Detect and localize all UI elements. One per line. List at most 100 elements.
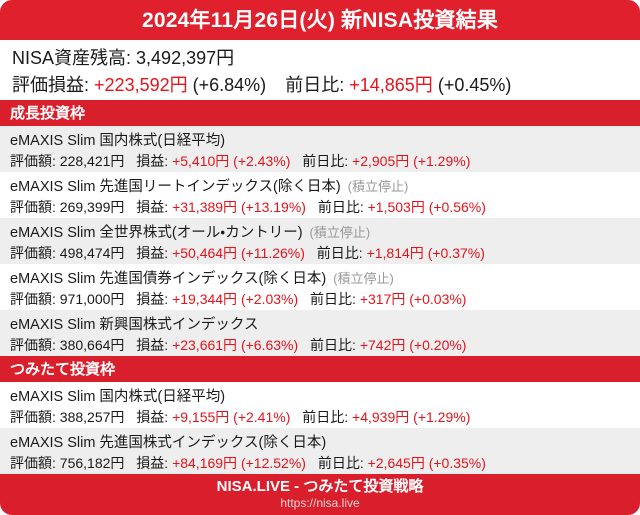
- fund-profit-label: 損益:: [136, 409, 169, 425]
- fund-valuation-label: 評価額:: [10, 245, 56, 261]
- fund-profit-value: +84,169円: [172, 455, 238, 471]
- daily-change-percent: (+0.45%): [437, 75, 512, 95]
- balance-label: NISA資産残高:: [12, 48, 132, 68]
- fund-daily-label: 前日比:: [302, 153, 349, 169]
- fund-daily-label: 前日比:: [317, 455, 364, 471]
- fund-daily-label: 前日比:: [302, 409, 349, 425]
- fund-name-line: eMAXIS Slim 国内株式(日経平均): [10, 387, 630, 407]
- fund-daily-value: +2,905円: [352, 153, 410, 169]
- fund-list: eMAXIS Slim 国内株式(日経平均) 評価額: 228,421円 損益: …: [0, 126, 640, 356]
- section-header: つみたて投資枠: [0, 356, 640, 382]
- balance-line: NISA資産残高: 3,492,397円: [12, 45, 628, 72]
- contribution-paused-badge: (積立停止): [333, 271, 394, 286]
- fund-daily-percent: (+1.29%): [413, 153, 471, 169]
- fund-daily-value: +1,503円: [367, 199, 425, 215]
- contribution-paused-badge: (積立停止): [347, 179, 409, 194]
- report-footer: NISA.LIVE - つみたて投資戦略 https://nisa.live: [0, 474, 640, 515]
- fund-name-line: eMAXIS Slim 先進国債券インデックス(除く日本) (積立停止): [10, 269, 630, 289]
- fund-profit-label: 損益:: [136, 455, 169, 471]
- fund-name-line: eMAXIS Slim 国内株式(日経平均): [10, 131, 630, 151]
- fund-daily-label: 前日比:: [316, 245, 363, 261]
- fund-detail-line: 評価額: 971,000円 損益: +19,344円 (+2.03%) 前日比:…: [10, 289, 630, 309]
- fund-profit-label: 損益:: [136, 153, 169, 169]
- fund-detail-line: 評価額: 228,421円 損益: +5,410円 (+2.43%) 前日比: …: [10, 151, 630, 171]
- fund-profit-percent: (+11.26%): [240, 245, 305, 261]
- fund-daily-label: 前日比:: [310, 337, 356, 353]
- portfolio-summary: NISA資産残高: 3,492,397円 評価損益: +223,592円 (+6…: [0, 40, 640, 100]
- profit-percent: (+6.84%): [192, 75, 267, 95]
- fund-valuation-value: 269,399円: [59, 199, 125, 215]
- fund-name: eMAXIS Slim 国内株式(日経平均): [10, 389, 226, 405]
- fund-daily-label: 前日比:: [317, 199, 364, 215]
- fund-valuation-value: 498,474円: [59, 245, 125, 261]
- fund-valuation-label: 評価額:: [10, 409, 56, 425]
- fund-valuation-value: 756,182円: [59, 455, 125, 471]
- fund-row[interactable]: eMAXIS Slim 先進国債券インデックス(除く日本) (積立停止) 評価額: …: [0, 264, 640, 310]
- fund-profit-value: +23,661円: [172, 337, 238, 353]
- fund-valuation-value: 971,000円: [59, 291, 125, 307]
- fund-profit-percent: (+13.19%): [240, 199, 306, 215]
- fund-name: eMAXIS Slim 先進国株式インデックス(除く日本): [10, 435, 327, 451]
- fund-name-line: eMAXIS Slim 新興国株式インデックス: [10, 315, 630, 335]
- fund-daily-value: +1,814円: [366, 245, 424, 261]
- fund-daily-value: +4,939円: [352, 409, 410, 425]
- profit-label: 評価損益:: [12, 75, 90, 95]
- fund-daily-percent: (+0.20%): [409, 337, 467, 353]
- footer-url: https://nisa.live: [280, 496, 360, 510]
- fund-detail-line: 評価額: 756,182円 損益: +84,169円 (+12.52%) 前日比…: [10, 453, 630, 473]
- fund-detail-line: 評価額: 380,664円 損益: +23,661円 (+6.63%) 前日比:…: [10, 335, 630, 355]
- fund-valuation-label: 評価額:: [10, 337, 56, 353]
- fund-daily-percent: (+0.56%): [428, 199, 486, 215]
- fund-profit-label: 損益:: [136, 337, 169, 353]
- fund-name: eMAXIS Slim 新興国株式インデックス: [10, 317, 259, 333]
- fund-detail-line: 評価額: 269,399円 損益: +31,389円 (+13.19%) 前日比…: [10, 197, 630, 217]
- fund-detail-line: 評価額: 388,257円 損益: +9,155円 (+2.41%) 前日比: …: [10, 407, 630, 427]
- fund-row[interactable]: eMAXIS Slim 全世界株式(オール・カントリー) (積立停止) 評価額: 4…: [0, 218, 640, 264]
- fund-valuation-label: 評価額:: [10, 199, 56, 215]
- fund-row[interactable]: eMAXIS Slim 新興国株式インデックス 評価額: 380,664円 損益:…: [0, 310, 640, 356]
- daily-change-value: +14,865円: [349, 75, 433, 95]
- fund-profit-value: +19,344円: [172, 291, 238, 307]
- fund-profit-percent: (+2.43%): [233, 153, 291, 169]
- fund-valuation-label: 評価額:: [10, 291, 56, 307]
- fund-name-line: eMAXIS Slim 先進国株式インデックス(除く日本): [10, 433, 630, 453]
- fund-daily-percent: (+0.35%): [428, 455, 486, 471]
- fund-name: eMAXIS Slim 国内株式(日経平均): [10, 133, 226, 149]
- fund-profit-label: 損益:: [136, 245, 169, 261]
- fund-profit-percent: (+12.52%): [240, 455, 306, 471]
- fund-profit-percent: (+6.63%): [240, 337, 299, 353]
- fund-valuation-label: 評価額:: [10, 153, 56, 169]
- contribution-paused-badge: (積立停止): [309, 225, 371, 240]
- fund-valuation-value: 380,664円: [59, 337, 125, 353]
- fund-profit-label: 損益:: [136, 199, 169, 215]
- fund-detail-line: 評価額: 498,474円 損益: +50,464円 (+11.26%) 前日比…: [10, 243, 630, 263]
- fund-profit-percent: (+2.41%): [233, 409, 291, 425]
- section-heading-label: つみたて投資枠: [10, 360, 116, 378]
- fund-row[interactable]: eMAXIS Slim 国内株式(日経平均) 評価額: 388,257円 損益: …: [0, 382, 640, 428]
- fund-daily-percent: (+0.37%): [427, 245, 485, 261]
- fund-name: eMAXIS Slim 先進国リートインデックス(除く日本): [10, 179, 341, 195]
- daily-change-label: 前日比:: [285, 75, 345, 95]
- footer-brand: NISA.LIVE - つみたて投資戦略: [216, 478, 424, 495]
- page-title: 2024年11月26日(火) 新NISA投資結果: [141, 8, 499, 32]
- fund-name-line: eMAXIS Slim 先進国リートインデックス(除く日本) (積立停止): [10, 177, 630, 197]
- fund-profit-value: +9,155円: [172, 409, 230, 425]
- fund-daily-percent: (+0.03%): [409, 291, 467, 307]
- fund-daily-value: +742円: [359, 337, 406, 353]
- fund-profit-percent: (+2.03%): [240, 291, 299, 307]
- fund-profit-value: +50,464円: [172, 245, 238, 261]
- fund-daily-percent: (+1.29%): [413, 409, 471, 425]
- fund-row[interactable]: eMAXIS Slim 先進国リートインデックス(除く日本) (積立停止) 評価額:…: [0, 172, 640, 218]
- fund-daily-value: +2,645円: [367, 455, 425, 471]
- fund-daily-label: 前日比:: [310, 291, 356, 307]
- fund-row[interactable]: eMAXIS Slim 先進国株式インデックス(除く日本) 評価額: 756,18…: [0, 428, 640, 474]
- section-header: 成長投資枠: [0, 100, 640, 126]
- fund-daily-value: +317円: [359, 291, 406, 307]
- section-heading-label: 成長投資枠: [10, 104, 86, 122]
- fund-row[interactable]: eMAXIS Slim 国内株式(日経平均) 評価額: 228,421円 損益: …: [0, 126, 640, 172]
- fund-profit-label: 損益:: [136, 291, 169, 307]
- profit-value: +223,592円: [94, 75, 188, 95]
- fund-name: eMAXIS Slim 全世界株式(オール・カントリー): [10, 225, 303, 241]
- fund-profit-value: +31,389円: [172, 199, 238, 215]
